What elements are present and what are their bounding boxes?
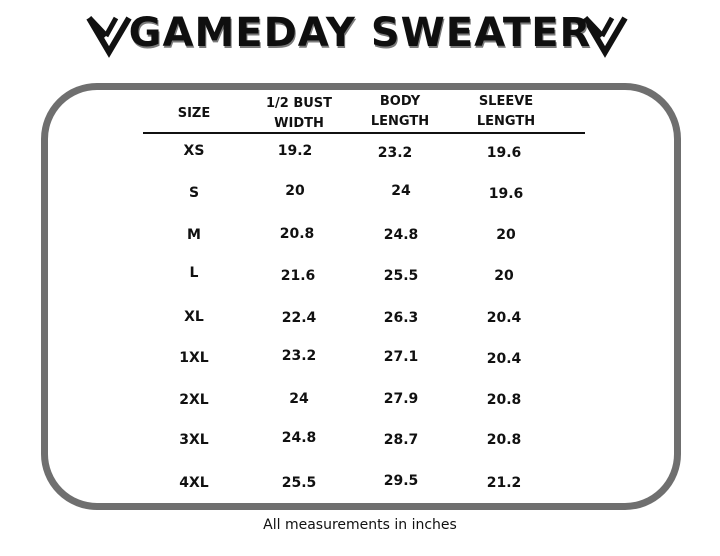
cell-bust: 19.2 [277, 143, 313, 159]
cell-body: 27.9 [383, 391, 419, 407]
cell-size: M [187, 227, 201, 243]
cell-sleeve: 20 [496, 227, 516, 243]
header-body-length: BODY LENGTH [370, 94, 430, 129]
cell-sleeve: 20.8 [486, 432, 522, 448]
cell-body: 25.5 [383, 268, 419, 284]
cell-size: S [188, 185, 200, 201]
cell-body: 24.8 [383, 227, 419, 243]
cell-body: 26.3 [383, 310, 419, 326]
cell-bust: 25.5 [281, 475, 317, 491]
header-size: SIZE [177, 106, 211, 121]
mv-logo-right-icon [582, 15, 628, 58]
footer-note: All measurements in inches [263, 517, 457, 533]
cell-bust: 24.8 [281, 430, 317, 446]
cell-body: 24 [391, 183, 411, 199]
mv-logo-left-icon [86, 15, 132, 58]
cell-bust: 23.2 [281, 348, 317, 364]
cell-size: L [189, 265, 199, 281]
cell-size: 4XL [179, 475, 209, 491]
cell-size: XS [183, 143, 205, 159]
cell-sleeve: 20.4 [486, 351, 522, 367]
header-divider [143, 132, 585, 134]
cell-sleeve: 21.2 [486, 475, 522, 491]
cell-size: 3XL [179, 432, 209, 448]
cell-bust: 24 [289, 391, 309, 407]
cell-size: XL [184, 309, 204, 325]
cell-sleeve: 19.6 [486, 145, 522, 161]
cell-sleeve: 20 [494, 268, 514, 284]
cell-body: 27.1 [383, 349, 419, 365]
cell-bust: 22.4 [281, 310, 317, 326]
cell-bust: 20.8 [279, 226, 315, 242]
page-title: GAMEDAY SWEATER [128, 10, 592, 56]
size-chart-frame [41, 83, 681, 510]
cell-body: 23.2 [377, 145, 413, 161]
cell-size: 1XL [179, 350, 209, 366]
cell-sleeve: 19.6 [488, 186, 524, 202]
cell-sleeve: 20.4 [486, 310, 522, 326]
cell-sleeve: 20.8 [486, 392, 522, 408]
cell-bust: 20 [285, 183, 305, 199]
header-bust-width: 1/2 BUST WIDTH [265, 96, 333, 131]
header-sleeve-length: SLEEVE LENGTH [476, 94, 536, 129]
cell-body: 28.7 [383, 432, 419, 448]
cell-body: 29.5 [383, 473, 419, 489]
cell-size: 2XL [179, 392, 209, 408]
cell-bust: 21.6 [280, 268, 316, 284]
